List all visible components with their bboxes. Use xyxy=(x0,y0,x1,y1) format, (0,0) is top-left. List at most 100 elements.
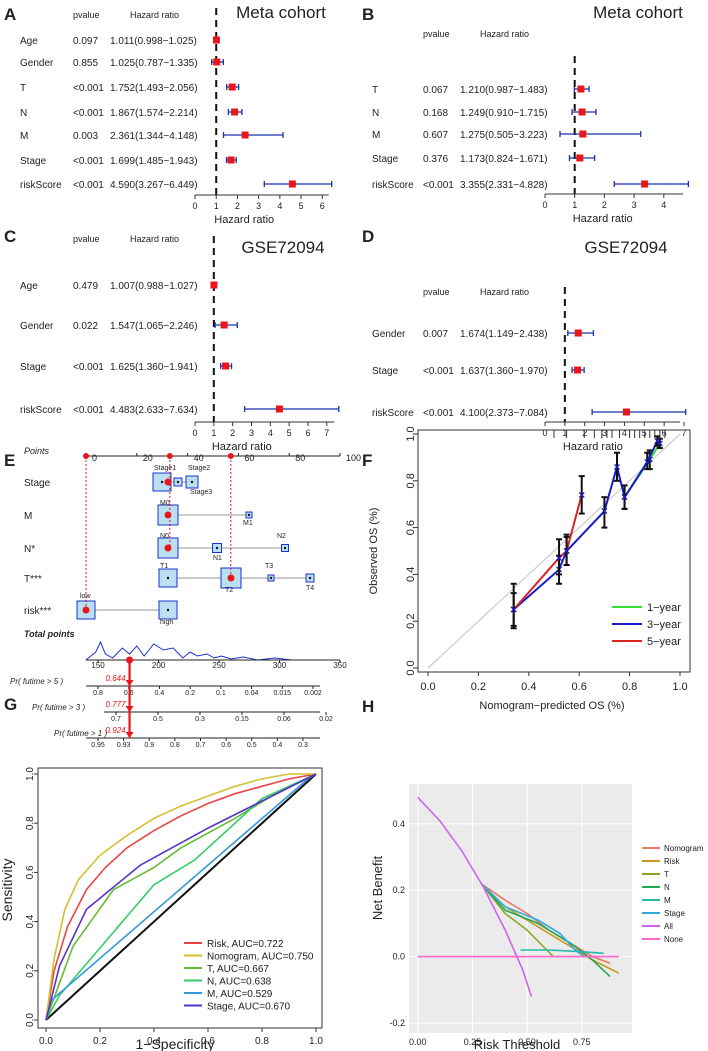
row-pvalue: <0.001 xyxy=(423,180,454,191)
total-points-density xyxy=(85,640,292,661)
hazard-ratio-header: Hazard ratio xyxy=(130,10,179,20)
roc-curve xyxy=(45,773,317,1021)
roc-curve xyxy=(45,773,317,1021)
row-hazard-ratio-text: 1.625(1.360−1.941) xyxy=(110,362,198,373)
plot-background xyxy=(409,784,632,1033)
probability-tick-label: 0.002 xyxy=(304,690,322,697)
row-pvalue: 0.097 xyxy=(73,36,98,47)
panel-c-forest-plot: GSE72094 pvalue Hazard ratio Age 0.479 1.007(… xyxy=(20,234,340,453)
points-tick-label: 40 xyxy=(194,453,204,463)
x-tick-label: 0 xyxy=(542,200,547,210)
probability-tick-label: 0.06 xyxy=(277,716,291,723)
forest-title: Meta cohort xyxy=(593,3,683,22)
row-hazard-ratio-text: 1.275(0.505−3.223) xyxy=(460,130,548,141)
points-tick-label: 20 xyxy=(143,453,153,463)
row-hazard-ratio-text: 4.483(2.633−7.634) xyxy=(110,405,198,416)
panel-letter-a: A xyxy=(4,5,16,24)
net-benefit-curve xyxy=(520,949,604,955)
hr-point xyxy=(241,131,249,139)
x-tick-label: 7 xyxy=(682,428,687,438)
hr-point xyxy=(227,156,235,164)
legend-label: 5−year xyxy=(647,636,681,648)
hr-point xyxy=(641,180,649,188)
y-tick-label: 0.4 xyxy=(392,819,405,829)
probability-tick-label: 0.7 xyxy=(196,742,206,749)
y-axis-title: Sensitivity xyxy=(0,858,15,921)
hr-point xyxy=(228,83,236,91)
hr-point xyxy=(622,408,630,416)
row-label: Stage xyxy=(372,154,399,165)
x-tick-label: 0 xyxy=(192,428,197,438)
hazard-ratio-header: Hazard ratio xyxy=(480,287,529,297)
ideal-diagonal xyxy=(427,433,681,669)
row-pvalue: <0.001 xyxy=(73,83,104,94)
probability-tick-label: 0.3 xyxy=(298,742,308,749)
level-dot xyxy=(160,480,164,484)
x-axis-title: Risk Threshold xyxy=(474,1037,560,1051)
probability-axis-label: Pr( futime > 5 ) xyxy=(10,677,63,686)
legend-label: 3−year xyxy=(647,619,681,631)
row-label: riskScore xyxy=(20,180,62,191)
probability-tick-label: 0.4 xyxy=(155,690,165,697)
level-label: Stage2 xyxy=(188,465,210,472)
panel-letter-h: H xyxy=(362,697,374,716)
net-benefit-curve xyxy=(480,883,554,958)
level-dot xyxy=(190,480,194,484)
row-hazard-ratio-text: 1.547(1.065−2.246) xyxy=(110,321,198,332)
row-label: riskScore xyxy=(372,408,414,419)
calibration-line xyxy=(513,440,659,611)
level-label: T4 xyxy=(306,585,314,592)
variable-label: T*** xyxy=(24,574,42,585)
x-tick-label: 0 xyxy=(192,201,197,211)
hazard-ratio-header: Hazard ratio xyxy=(480,29,529,39)
hr-point xyxy=(220,321,228,329)
panel-h-decision-curve: 0.00 0.25 0.50 0.75 -0.2 0.0 0.2 0.4 Risk Thresh… xyxy=(370,784,704,1051)
forest-title: GSE72094 xyxy=(241,238,324,257)
panel-f-calibration-plot: 0.0 0.2 0.4 0.6 0.8 1.0 0.0 0.2 0.4 0.6 0.8 1.0 Nomo… xyxy=(368,426,691,712)
patient-value-dot xyxy=(164,511,172,519)
points-tick-label: 60 xyxy=(244,453,254,463)
points-tick-label: 80 xyxy=(295,453,305,463)
row-hazard-ratio-text: 1.637(1.360−1.970) xyxy=(460,366,548,377)
y-tick-label: 0.8 xyxy=(25,816,36,830)
hr-point xyxy=(576,154,584,162)
panel-b-forest-plot: Meta cohort pvalue Hazard ratio T 0.067 1.210… xyxy=(372,3,690,225)
row-hazard-ratio-text: 4.100(2.373−7.084) xyxy=(460,408,548,419)
patient-value-dot xyxy=(164,544,172,552)
plot-frame xyxy=(37,767,323,1029)
level-dot xyxy=(166,608,170,612)
row-pvalue: 0.607 xyxy=(423,130,448,141)
legend-label: Risk xyxy=(664,857,681,866)
level-label: Stage1 xyxy=(154,465,176,472)
patient-value-dot xyxy=(164,478,172,486)
panel-letter-f: F xyxy=(362,451,372,470)
row-pvalue: <0.001 xyxy=(73,362,104,373)
row-pvalue: 0.003 xyxy=(73,131,98,142)
y-tick-label: -0.2 xyxy=(389,1018,405,1028)
x-tick-label: 0.0 xyxy=(420,681,435,693)
calibration-point: × xyxy=(656,436,663,450)
calibration-point: × xyxy=(556,551,563,565)
legend-label: Nomogram xyxy=(664,844,704,853)
level-label: high xyxy=(160,619,173,626)
row-hazard-ratio-text: 1.210(0.987−1.483) xyxy=(460,85,548,96)
legend-label: M, AUC=0.529 xyxy=(207,989,273,1000)
level-dot xyxy=(176,480,180,484)
row-label: Stage xyxy=(372,366,399,377)
probability-tick-label: 0.04 xyxy=(245,690,259,697)
points-tick-label: 100 xyxy=(346,453,361,463)
calibration-point: × xyxy=(646,453,653,467)
x-tick-label: 1 xyxy=(572,200,577,210)
calibration-point: × xyxy=(578,488,585,502)
legend-label: Stage xyxy=(664,909,685,918)
x-tick-label: 0.6 xyxy=(201,1036,215,1047)
pvalue-header: pvalue xyxy=(73,234,100,244)
calibration-point: × xyxy=(621,490,628,504)
hr-point xyxy=(275,405,283,413)
panel-g-roc-curve: 0.0 0.2 0.4 0.6 0.8 1.0 0.0 0.2 0.4 0.6 0.8 1.0 1−Sp… xyxy=(0,767,323,1051)
row-hazard-ratio-text: 1.249(0.910−1.715) xyxy=(460,108,548,119)
level-label: M0 xyxy=(160,500,170,507)
level-label: T2 xyxy=(225,587,233,594)
row-hazard-ratio-text: 2.361(1.344−4.148) xyxy=(110,131,198,142)
probability-tick-label: 0.95 xyxy=(91,742,105,749)
